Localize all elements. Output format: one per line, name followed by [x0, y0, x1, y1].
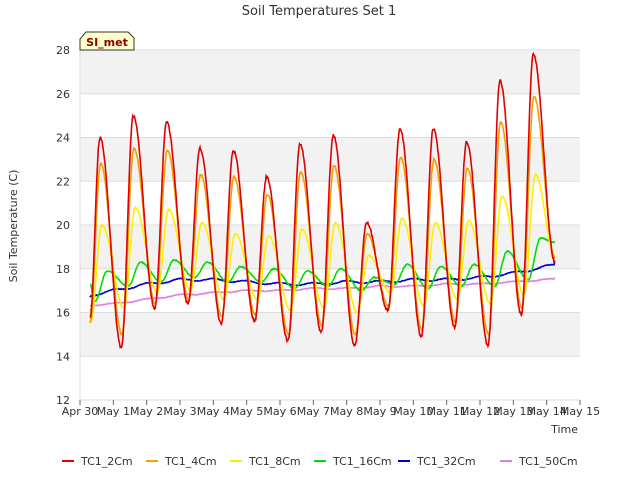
x-tick-label: May 1 — [97, 405, 130, 418]
x-tick-label: May 12 — [460, 405, 500, 418]
x-tick-label: May 7 — [297, 405, 330, 418]
y-tick-label: 16 — [56, 307, 70, 320]
legend-label: TC1_8Cm — [248, 455, 301, 468]
x-tick-label: May 6 — [263, 405, 296, 418]
series-line-tc1-16cm — [89, 236, 556, 303]
x-tick-label: May 14 — [527, 405, 567, 418]
y-tick-label: 24 — [56, 132, 70, 145]
x-tick-label: May 5 — [230, 405, 263, 418]
legend-label: TC1_16Cm — [332, 455, 392, 468]
y-tick-label: 22 — [56, 175, 70, 188]
legend-label: TC1_50Cm — [518, 455, 578, 468]
chart-title: Soil Temperatures Set 1 — [242, 4, 397, 19]
y-tick-label: 12 — [56, 394, 70, 407]
station-badge-box — [79, 31, 135, 51]
legend-label: TC1_32Cm — [416, 455, 476, 468]
series-line-tc1-2cm — [89, 51, 556, 349]
legend-label: TC1_4Cm — [164, 455, 217, 468]
legend-item-tc1-32cm: TC1_32Cm — [398, 455, 476, 468]
station-badge: SI_met — [79, 31, 135, 51]
x-tick-label: May 8 — [330, 405, 363, 418]
x-tick-label: May 11 — [427, 405, 467, 418]
x-tick-label: May 9 — [363, 405, 396, 418]
legend-item-tc1-4cm: TC1_4Cm — [146, 455, 217, 468]
legend-label: TC1_2Cm — [80, 455, 133, 468]
legend-item-tc1-16cm: TC1_16Cm — [314, 455, 392, 468]
x-tick-label: May 13 — [493, 405, 533, 418]
legend-item-tc1-50cm: TC1_50Cm — [500, 455, 578, 468]
y-axis-ticks: 12 14 16 18 20 22 24 26 28 — [56, 44, 70, 407]
series-line-tc1-50cm — [89, 277, 556, 307]
x-axis-label: Time — [550, 423, 578, 436]
x-tick-label: May 10 — [393, 405, 433, 418]
y-tick-label: 18 — [56, 263, 70, 276]
x-tick-label: May 4 — [197, 405, 230, 418]
y-tick-label: 26 — [56, 88, 70, 101]
x-tick-label: May 3 — [163, 405, 196, 418]
x-tick-label: May 2 — [130, 405, 163, 418]
x-tick-label: Apr 30 — [62, 405, 99, 418]
x-tick-label: May 15 — [560, 405, 600, 418]
y-tick-label: 28 — [56, 44, 70, 57]
station-badge-text: SI_met — [86, 36, 128, 49]
plot-band — [80, 50, 580, 94]
plot-band — [80, 356, 580, 400]
legend: TC1_2Cm TC1_4Cm TC1_8Cm TC1_16Cm TC1_32Cm TC1… — [62, 455, 578, 468]
y-tick-label: 20 — [56, 219, 70, 232]
plot-band — [80, 312, 580, 357]
legend-item-tc1-2cm: TC1_2Cm — [62, 455, 133, 468]
series-lines — [89, 51, 556, 349]
y-tick-label: 14 — [56, 350, 70, 363]
y-axis-label: Soil Temperature (C) — [7, 170, 20, 283]
legend-item-tc1-8cm: TC1_8Cm — [230, 455, 301, 468]
